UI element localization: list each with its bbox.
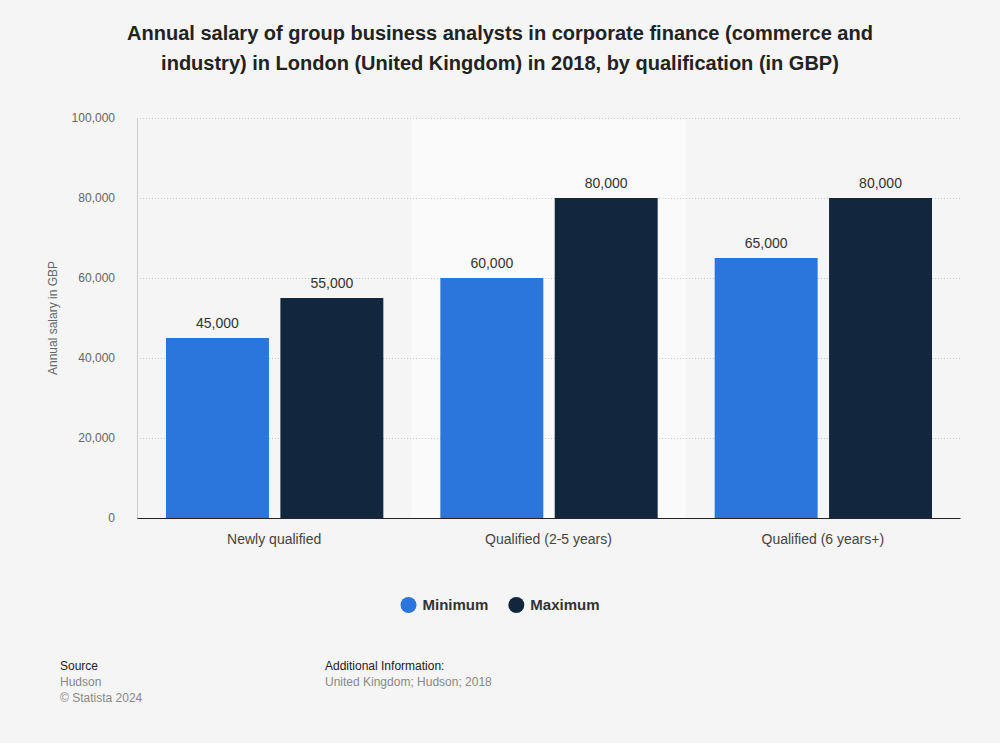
data-labels: 45,000 60,000 65,000 55,000 80,000 80,000 <box>196 175 902 331</box>
y-tick-label: 20,000 <box>78 431 115 445</box>
y-tick-label: 100,000 <box>72 111 116 125</box>
footer-text: © Statista 2024 <box>60 691 143 705</box>
y-tick: 100,000 <box>72 111 960 125</box>
x-tick: Qualified (2-5 years) <box>485 518 612 547</box>
data-label: 80,000 <box>585 175 628 191</box>
data-label: 45,000 <box>196 315 239 331</box>
x-axis: Newly qualified Qualified (2-5 years) Qual… <box>138 518 961 547</box>
title: Annual salary of group business analysts… <box>127 22 873 74</box>
legend-item: Minimum <box>400 596 488 613</box>
x-tick-label: Qualified (6 years+) <box>762 531 885 547</box>
bar <box>829 198 932 518</box>
footer-text: Additional Information: <box>325 659 444 673</box>
data-label: 55,000 <box>310 275 353 291</box>
chart: Annual salary of group business analysts… <box>0 0 1000 743</box>
legend-symbol <box>400 597 416 613</box>
y-tick: 80,000 <box>78 191 960 205</box>
bars <box>166 198 932 518</box>
footer-text: United Kingdom; Hudson; 2018 <box>325 675 492 689</box>
bar <box>166 338 269 518</box>
y-axis-title: Annual salary in GBP <box>46 261 60 375</box>
data-label: 65,000 <box>745 235 788 251</box>
data-label: 80,000 <box>859 175 902 191</box>
x-tick: Newly qualified <box>227 518 321 547</box>
y-axis-line <box>137 119 138 519</box>
y-tick-label: 80,000 <box>78 191 115 205</box>
grid-line <box>137 118 960 119</box>
data-label: 60,000 <box>470 255 513 271</box>
y-tick-label: 60,000 <box>78 271 115 285</box>
grid-line <box>137 518 960 519</box>
background <box>0 0 1000 743</box>
bar <box>440 278 543 518</box>
bar <box>715 258 818 518</box>
highlight-band <box>411 118 685 518</box>
x-tick: Qualified (6 years+) <box>762 518 885 547</box>
legend-symbol <box>508 597 524 613</box>
footer-text: Hudson <box>60 675 101 689</box>
bar <box>280 298 383 518</box>
bar <box>555 198 658 518</box>
y-tick-label: 40,000 <box>78 351 115 365</box>
y-axis: 0 20,000 40,000 60,000 80,000 100,000 <box>72 111 960 525</box>
x-tick-label: Qualified (2-5 years) <box>485 531 612 547</box>
footer-text: Source <box>60 659 98 673</box>
y-tick-label: 0 <box>108 511 115 525</box>
legend-item: Maximum <box>508 596 599 613</box>
legend: Minimum Maximum <box>400 596 599 613</box>
legend-label: Maximum <box>530 596 599 613</box>
x-axis-line <box>138 518 961 519</box>
legend-label: Minimum <box>422 596 488 613</box>
x-tick-label: Newly qualified <box>227 531 321 547</box>
